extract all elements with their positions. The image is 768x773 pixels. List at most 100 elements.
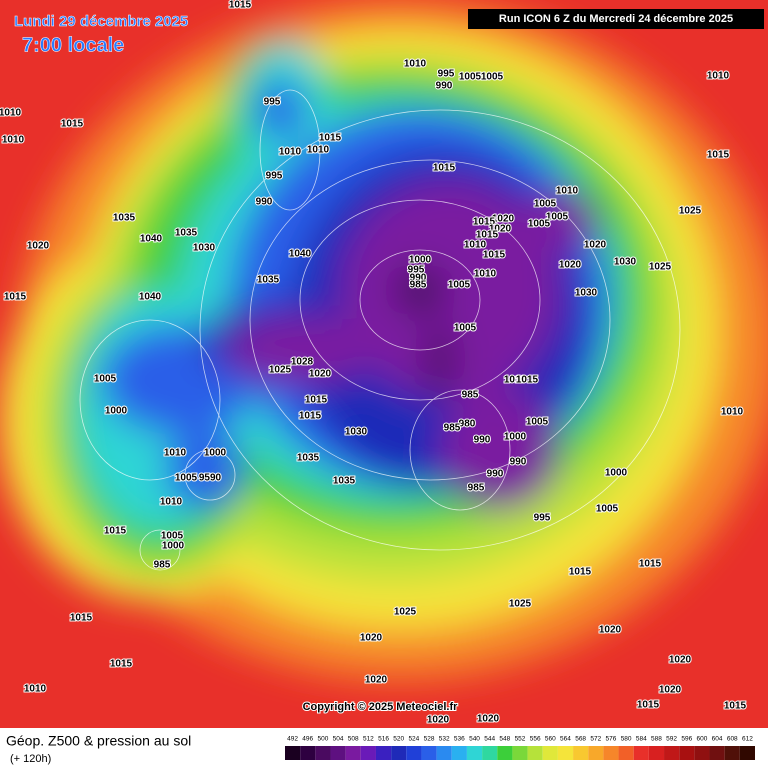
isobar-label: 1000 (162, 541, 185, 552)
scale-label: 492 (287, 736, 298, 743)
scale-label: 504 (333, 736, 344, 743)
scale-label: 560 (545, 736, 556, 743)
isobar-label: 1015 (724, 701, 747, 712)
isobar-label: 985 (154, 560, 171, 571)
isobar-label: 1035 (297, 453, 320, 464)
scale-label: 540 (469, 736, 480, 743)
isobar-label: 985 (462, 390, 479, 401)
scale-swatch (618, 746, 634, 760)
isobar-label: 990 (436, 81, 453, 92)
isobar-label: 1025 (269, 365, 292, 376)
scale-label: 548 (499, 736, 510, 743)
scale-swatch (542, 746, 558, 760)
isobar-label: 1015 (476, 230, 499, 241)
field-zone (340, 180, 560, 400)
isobar-label: 1030 (345, 427, 368, 438)
scale-label: 576 (606, 736, 617, 743)
isobar-label: 1005 (526, 417, 549, 428)
scale-label: 568 (575, 736, 586, 743)
field-zone (440, 390, 560, 510)
isobar-label: 1005 (534, 199, 557, 210)
isobar (359, 249, 481, 351)
isobar-label: 995 (438, 69, 455, 80)
isobar-label: 1020 (559, 260, 582, 271)
isobar-label: 1020 (659, 685, 682, 696)
isobar-label: 1000 (204, 448, 227, 459)
isobar-label: 980 (459, 419, 476, 430)
scale-label: 604 (712, 736, 723, 743)
field-zone (520, 190, 600, 250)
isobar-label: 1005 (161, 531, 184, 542)
isobar-label: 1010 (24, 684, 47, 695)
scale-label: 612 (742, 736, 753, 743)
isobar-label: 1010 (2, 135, 25, 146)
isobar-label: 1015 (473, 217, 496, 228)
scale-label: 596 (681, 736, 692, 743)
isobar-label: 1000 (605, 468, 628, 479)
scale-swatch (406, 746, 422, 760)
scale-swatch (436, 746, 452, 760)
scale-swatch (315, 746, 331, 760)
isobar-label: 1020 (27, 241, 50, 252)
isobar-label: 1025 (394, 607, 417, 618)
isobar-label: 1030 (193, 243, 216, 254)
isobar-label: 1010 (707, 71, 730, 82)
isobar-label: 990 (510, 457, 527, 468)
scale-swatch (694, 746, 710, 760)
isobar-label: 1020 (584, 240, 607, 251)
scale-swatch (345, 746, 361, 760)
isobars (79, 89, 681, 571)
isobar-label: 1020 (365, 675, 388, 686)
isobar-label: 1015 (305, 395, 328, 406)
scale-swatch (512, 746, 528, 760)
scale-swatch (482, 746, 498, 760)
isobar-label: 1015 (61, 119, 84, 130)
isobar-label: 1010 (404, 59, 427, 70)
isobar-label: 1020 (492, 214, 515, 225)
isobar-label: 9590 (199, 473, 222, 484)
scale-swatch (421, 746, 437, 760)
isobar-label: 985 (444, 423, 461, 434)
scale-swatch (330, 746, 346, 760)
isobar-label: 1005 (546, 212, 569, 223)
isobar-label: 1005 (448, 280, 471, 291)
isobar-label: 1030 (575, 288, 598, 299)
run-info: Run ICON 6 Z du Mercredi 24 décembre 202… (499, 13, 733, 25)
isobar-label: 1010 (164, 448, 187, 459)
scale-swatch (391, 746, 407, 760)
isobar-label: 995 (266, 171, 283, 182)
isobar-label: 990 (474, 435, 491, 446)
isobar-label: 995 (264, 97, 281, 108)
isobar-label: 1020 (309, 369, 332, 380)
isobar-label: 1005 (454, 323, 477, 334)
scale-swatch (724, 746, 740, 760)
isobar (409, 389, 511, 511)
scale-swatch (739, 746, 755, 760)
scale-label: 544 (484, 736, 495, 743)
isobar-label: 1035 (333, 476, 356, 487)
scale-label: 588 (651, 736, 662, 743)
isobar-label: 1015 (70, 613, 93, 624)
isobar-label: 1010 (464, 240, 487, 251)
run-box (468, 9, 764, 29)
scale-swatch (633, 746, 649, 760)
isobar (249, 159, 611, 481)
scale-label: 520 (393, 736, 404, 743)
isobar-label: 1015 (516, 375, 539, 386)
isobar-label: 1005 (175, 473, 198, 484)
scale-swatch (466, 746, 483, 760)
isobar-label: 1010 (474, 269, 497, 280)
scale-swatch (285, 746, 301, 760)
scale-label: 512 (363, 736, 374, 743)
isobar-label: 995 (534, 513, 551, 524)
isobar-label: 1010 (307, 145, 330, 156)
scale-swatch (300, 746, 316, 760)
scale-swatch (679, 746, 695, 760)
isobar (79, 319, 221, 481)
isobar-label: 1028 (291, 357, 314, 368)
scale-swatch (451, 746, 467, 760)
scale-label: 500 (317, 736, 328, 743)
scale-label: 552 (515, 736, 526, 743)
scale-label: 508 (348, 736, 359, 743)
